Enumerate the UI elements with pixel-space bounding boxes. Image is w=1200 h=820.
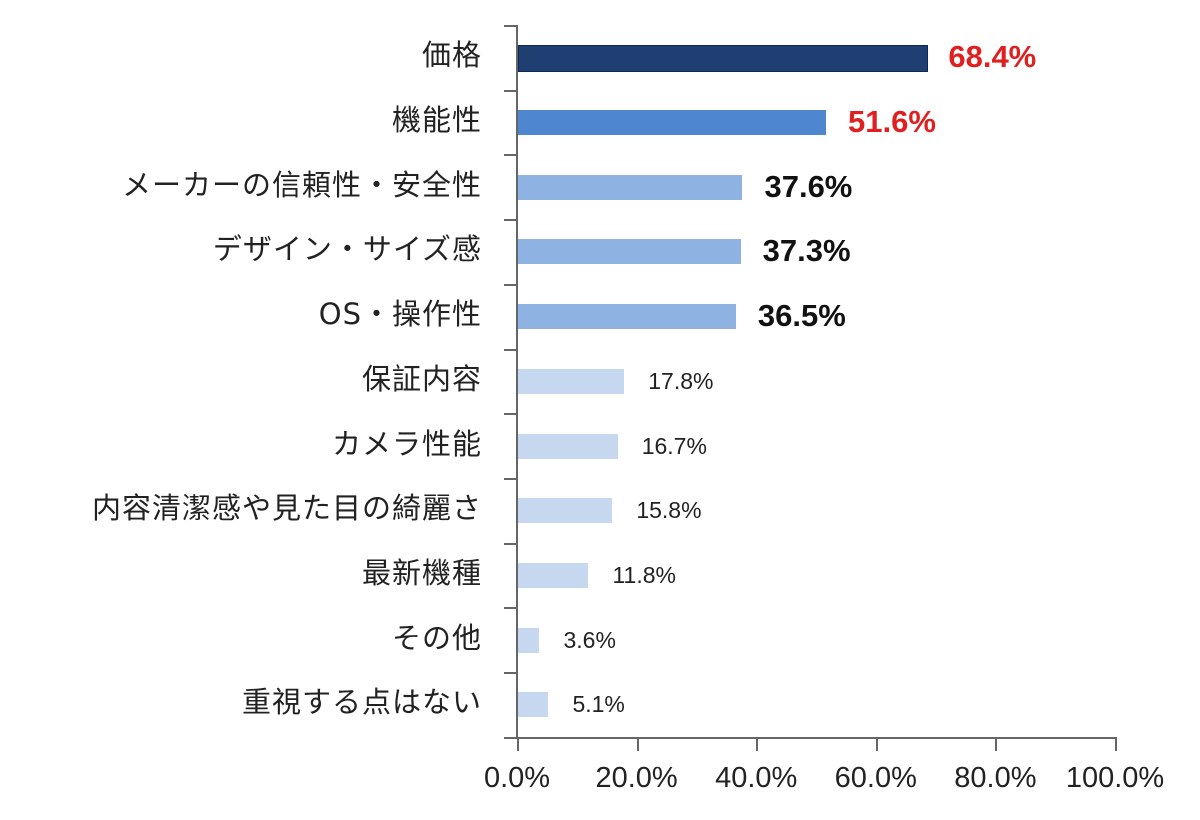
- x-axis-tick: [995, 737, 998, 751]
- x-axis-tick: [636, 737, 639, 751]
- bar: [518, 239, 741, 265]
- value-label: 51.6%: [848, 104, 936, 140]
- y-axis-tick: [504, 477, 517, 480]
- value-label: 16.7%: [641, 432, 707, 459]
- x-axis-line: [504, 737, 1116, 739]
- value-label: 37.6%: [764, 168, 853, 204]
- bar: [518, 304, 736, 330]
- x-axis-tick-label: 40.0%: [715, 762, 798, 794]
- value-label: 36.5%: [757, 298, 846, 334]
- y-axis-tick: [504, 607, 517, 610]
- bar: [518, 110, 827, 136]
- y-axis-line: [516, 25, 518, 739]
- value-label: 11.8%: [612, 561, 676, 588]
- y-axis-tick: [504, 348, 517, 351]
- y-axis-tick: [504, 154, 517, 157]
- bar: [518, 562, 589, 588]
- category-label: メーカーの信頼性・安全性: [121, 167, 482, 202]
- value-label: 37.3%: [762, 233, 851, 269]
- x-axis-tick: [1115, 737, 1117, 751]
- category-label: その他: [391, 620, 482, 655]
- bar: [518, 368, 625, 394]
- y-axis-tick: [504, 89, 517, 92]
- bar: [518, 498, 613, 524]
- x-axis-tick-label: 0.0%: [483, 762, 551, 794]
- y-axis-tick: [504, 219, 517, 222]
- category-label: 最新機種: [361, 555, 482, 590]
- y-axis-tick: [504, 542, 517, 545]
- category-label: デザイン・サイズ感: [212, 232, 482, 267]
- x-axis-tick-label: 20.0%: [595, 762, 678, 794]
- value-label: 15.8%: [636, 497, 702, 524]
- category-label: 重視する点はない: [241, 685, 482, 720]
- x-axis-tick-label: 60.0%: [834, 762, 917, 794]
- category-label: 価格: [421, 38, 482, 73]
- bar: [518, 692, 549, 718]
- bar: [518, 174, 743, 200]
- y-axis-tick: [504, 25, 517, 27]
- category-label: 内容清潔感や見た目の綺麗さ: [91, 491, 482, 526]
- category-label: 機能性: [391, 103, 482, 138]
- x-axis-tick-label: 80.0%: [954, 762, 1037, 794]
- x-axis-tick: [756, 737, 759, 751]
- y-axis-tick: [504, 283, 517, 286]
- category-label: OS・操作性: [318, 297, 482, 332]
- y-axis-tick: [504, 672, 517, 674]
- bar: [518, 627, 540, 653]
- category-label: 保証内容: [361, 361, 482, 396]
- bar: [518, 433, 618, 459]
- x-axis-tick: [875, 737, 878, 751]
- category-label: カメラ性能: [331, 426, 482, 461]
- y-axis-tick: [504, 413, 517, 416]
- value-label: 68.4%: [948, 39, 1037, 75]
- value-label: 5.1%: [572, 691, 625, 718]
- bar: [518, 45, 929, 73]
- value-label: 3.6%: [563, 626, 616, 653]
- x-axis-tick: [517, 737, 519, 751]
- value-label: 17.8%: [648, 367, 714, 394]
- x-axis-tick-label: 100.0%: [1065, 762, 1165, 794]
